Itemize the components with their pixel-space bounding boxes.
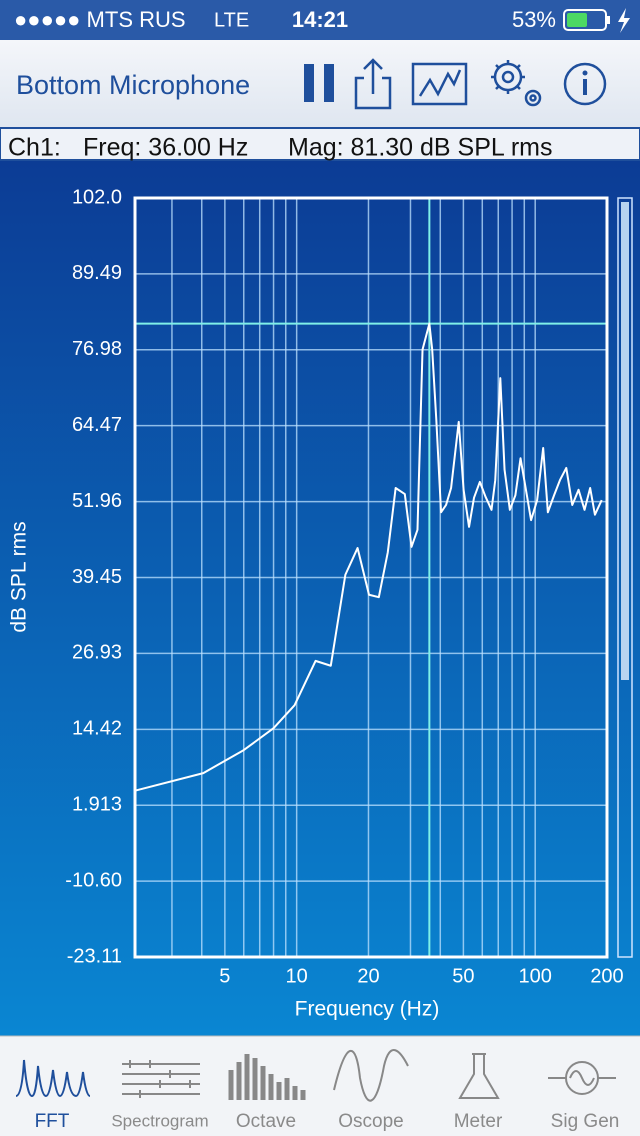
settings-button[interactable]: [491, 60, 542, 107]
chart-background: [0, 161, 640, 1036]
tab-label[interactable]: FFT: [35, 1111, 70, 1132]
share-button[interactable]: [354, 58, 392, 110]
tab-label[interactable]: Octave: [236, 1111, 296, 1132]
x-tick-label: 200: [590, 965, 623, 987]
readout-mag: Mag: 81.30 dB SPL rms: [288, 134, 552, 162]
header: [0, 40, 640, 128]
status-bar: [0, 0, 640, 40]
y-tick-label: 39.45: [72, 566, 122, 588]
tab-label[interactable]: Spectrogram: [111, 1111, 208, 1130]
x-tick-label: 100: [519, 965, 552, 987]
x-axis-label: Frequency (Hz): [295, 998, 440, 1021]
x-tick-label: 50: [452, 965, 474, 987]
y-tick-label: -10.60: [65, 869, 122, 891]
tab-bar: [0, 1036, 640, 1136]
y-tick-label: 26.93: [72, 642, 122, 664]
y-tick-label: 51.96: [72, 490, 122, 512]
y-tick-label: 89.49: [72, 262, 122, 284]
fft-icon[interactable]: [15, 1059, 91, 1098]
readout-freq: Freq: 36.00 Hz: [83, 134, 248, 162]
tab-label[interactable]: Oscope: [338, 1111, 403, 1132]
y-tick-label: 102.0: [72, 186, 122, 208]
network: LTE: [214, 9, 249, 31]
x-tick-label: 20: [357, 965, 379, 987]
battery-icon: [563, 8, 630, 33]
siggen-icon[interactable]: [548, 1070, 616, 1086]
plot-frame: [133, 196, 609, 959]
tab-label[interactable]: Meter: [454, 1111, 503, 1132]
scrollbar[interactable]: [617, 197, 633, 958]
chart-button[interactable]: [411, 62, 468, 106]
y-tick-label: 76.98: [72, 338, 122, 360]
pause-button[interactable]: [304, 64, 334, 102]
y-axis-label: dB SPL rms: [8, 521, 31, 632]
octave-icon[interactable]: [228, 1054, 306, 1100]
y-tick-label: 64.47: [72, 414, 122, 436]
x-tick-label: 10: [286, 965, 308, 987]
tab-labels: FFT Spectrogram Octave Oscope Meter Sig Gen: [35, 1111, 620, 1132]
spectrum-line: [134, 322, 603, 792]
y-tick-label: 1.913: [72, 793, 122, 815]
siggen-icon-circle[interactable]: [565, 1061, 599, 1095]
y-tick-label: -23.11: [67, 945, 122, 967]
battery-text: 53%: [512, 7, 556, 32]
spectrogram-icon[interactable]: [122, 1060, 200, 1098]
oscope-icon[interactable]: [333, 1049, 409, 1102]
info-button[interactable]: [563, 62, 607, 106]
tab-label[interactable]: Sig Gen: [551, 1111, 620, 1132]
readout-channel: Ch1:: [8, 134, 61, 162]
y-tick-label: 14.42: [72, 718, 122, 740]
carrier: ●●●●● MTS RUS: [14, 7, 186, 32]
time: 14:21: [292, 7, 348, 32]
header-title: Bottom Microphone: [16, 70, 250, 100]
readout-bar: [0, 127, 640, 161]
x-tick-label: 5: [219, 965, 230, 987]
meter-icon[interactable]: [458, 1053, 500, 1099]
plot: 102.0 89.49 76.98 64.47 51.96 39.45 26.93 14.42…: [65, 186, 623, 987]
tab-icons: [15, 1049, 616, 1102]
